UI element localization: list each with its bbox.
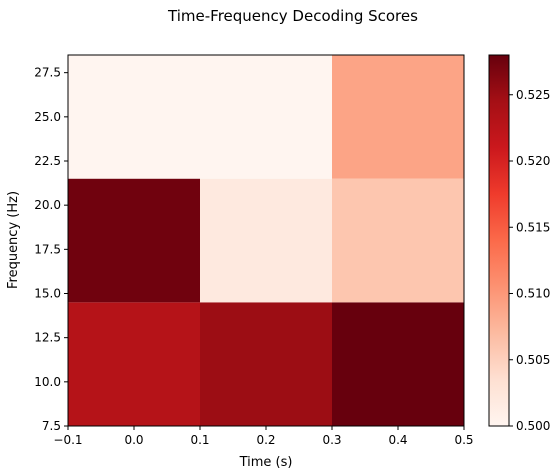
y-tick-label: 10.0 xyxy=(34,375,61,389)
colorbar-tick-label: 0.510 xyxy=(516,287,550,301)
x-tick-label: 0.1 xyxy=(190,433,209,447)
heatmap-cells xyxy=(68,55,464,426)
y-axis-label: Frequency (Hz) xyxy=(6,191,21,289)
heatmap-cell xyxy=(332,302,464,426)
y-tick-label: 15.0 xyxy=(34,287,61,301)
colorbar-tick-label: 0.505 xyxy=(516,353,550,367)
heatmap-cell xyxy=(68,55,200,179)
y-axis: 7.5 10.0 12.5 15.0 17.5 20.0 22.5 25.0 27.5 xyxy=(34,66,68,433)
colorbar-tick-label: 0.525 xyxy=(516,88,550,102)
y-tick-label: 27.5 xyxy=(34,66,61,80)
y-tick-label: 20.0 xyxy=(34,198,61,212)
x-axis-label: Time (s) xyxy=(239,455,293,470)
chart-title: Time-Frequency Decoding Scores xyxy=(167,7,418,25)
heatmap-cell xyxy=(200,178,332,303)
y-tick-label: 7.5 xyxy=(42,419,61,433)
heatmap-cell xyxy=(68,178,200,303)
y-tick-label: 25.0 xyxy=(34,110,61,124)
x-tick-label: 0.4 xyxy=(388,433,407,447)
heatmap-cell xyxy=(200,55,332,179)
x-tick-label: −0.1 xyxy=(53,433,82,447)
heatmap-cell xyxy=(332,55,464,179)
y-tick-label: 12.5 xyxy=(34,331,61,345)
x-tick-label: 0.2 xyxy=(256,433,275,447)
colorbar-tick-label: 0.500 xyxy=(516,419,550,433)
colorbar-tick-label: 0.515 xyxy=(516,220,550,234)
colorbar xyxy=(488,54,510,427)
x-tick-label: 0.0 xyxy=(124,433,143,447)
x-axis: −0.1 0.0 0.1 0.2 0.3 0.4 0.5 xyxy=(53,426,474,447)
colorbar-ticks: 0.500 0.505 0.510 0.515 0.520 0.525 xyxy=(509,88,550,433)
y-tick-label: 17.5 xyxy=(34,242,61,256)
x-tick-label: 0.3 xyxy=(322,433,341,447)
colorbar-tick-label: 0.520 xyxy=(516,154,550,168)
heatmap-cell xyxy=(68,302,200,426)
y-tick-label: 22.5 xyxy=(34,154,61,168)
heatmap-cell xyxy=(332,178,464,303)
x-tick-label: 0.5 xyxy=(454,433,473,447)
heatmap-cell xyxy=(200,302,332,426)
